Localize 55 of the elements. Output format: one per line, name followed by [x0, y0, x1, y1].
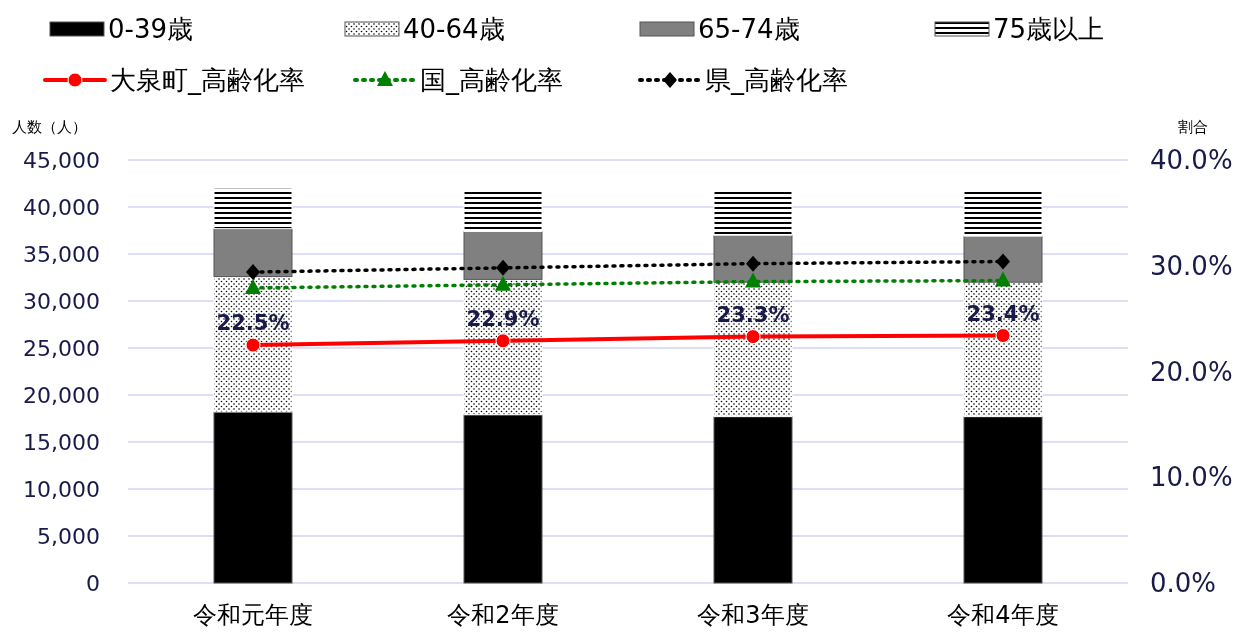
data-label: 22.5% — [216, 311, 290, 336]
bar — [213, 276, 293, 413]
bar — [963, 416, 1043, 584]
y-tick-label: 0 — [86, 571, 100, 596]
point — [246, 264, 260, 281]
point — [245, 337, 261, 353]
bar — [713, 416, 793, 584]
y2-tick-label: 0.0% — [1150, 568, 1217, 598]
y-tick-label: 45,000 — [23, 148, 100, 173]
bar — [963, 281, 1043, 418]
legend-label: 県_高齢化率 — [705, 65, 848, 95]
bar — [463, 414, 543, 584]
legend-label: 65-74歳 — [698, 14, 800, 44]
x-tick-label: 令和3年度 — [697, 601, 809, 629]
legend-label: 0-39歳 — [108, 14, 194, 44]
point — [996, 253, 1010, 270]
y-tick-label: 20,000 — [23, 383, 100, 408]
y2-tick-label: 10.0% — [1150, 462, 1233, 493]
y2-tick-label: 20.0% — [1150, 356, 1233, 387]
data-label: 22.9% — [466, 306, 540, 331]
legend-label: 75歳以上 — [993, 14, 1105, 44]
y-tick-label: 25,000 — [23, 336, 100, 361]
y-axis-title: 人数（人） — [12, 118, 87, 136]
y-tick-label: 15,000 — [23, 430, 100, 455]
data-label: 23.4% — [966, 301, 1040, 326]
point — [495, 275, 511, 291]
bar — [213, 228, 293, 278]
y2-axis-title: 割合 — [1178, 118, 1208, 136]
y-tick-label: 40,000 — [23, 195, 100, 220]
legend-label: 大泉町_高齢化率 — [110, 65, 305, 95]
y-tick-label: 35,000 — [23, 242, 100, 267]
y-tick-label: 5,000 — [37, 524, 100, 549]
point — [746, 255, 760, 272]
bar — [463, 278, 543, 416]
bar — [213, 411, 293, 584]
legend-label: 国_高齢化率 — [420, 65, 563, 95]
point — [495, 333, 511, 349]
point — [745, 272, 761, 288]
point — [745, 329, 761, 345]
data-label: 23.3% — [716, 302, 790, 327]
legend-label: 40-64歳 — [403, 14, 505, 44]
bar — [713, 281, 793, 418]
point — [995, 271, 1011, 287]
y2-tick-label: 30.0% — [1150, 250, 1233, 281]
y2-tick-label: 40.0% — [1150, 145, 1233, 175]
x-tick-label: 令和2年度 — [447, 601, 559, 629]
x-tick-label: 令和4年度 — [947, 601, 1059, 629]
x-tick-label: 令和元年度 — [193, 601, 313, 629]
bar — [463, 230, 543, 280]
point — [245, 278, 261, 294]
y-tick-label: 30,000 — [23, 289, 100, 314]
point — [995, 328, 1011, 344]
point — [496, 259, 510, 276]
bar — [963, 235, 1043, 283]
y-tick-label: 10,000 — [23, 477, 100, 502]
